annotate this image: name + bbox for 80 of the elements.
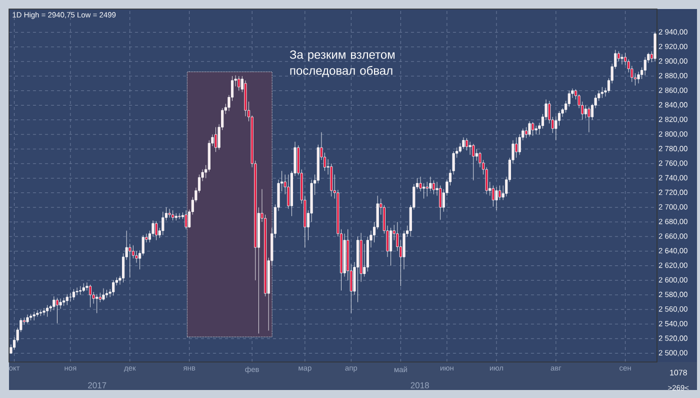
candlestick	[214, 126, 218, 152]
candlestick	[492, 185, 494, 207]
candlestick	[76, 287, 78, 296]
candlestick	[402, 230, 406, 270]
candlestick	[39, 310, 42, 316]
candlestick	[532, 122, 534, 136]
candlestick	[366, 236, 369, 272]
candlestick	[528, 121, 531, 137]
candlestick	[155, 221, 158, 240]
candlestick	[174, 212, 178, 221]
candlestick	[495, 186, 498, 211]
candlestick	[96, 294, 98, 314]
candlestick	[644, 56, 646, 76]
candlestick	[518, 134, 521, 156]
candlestick	[172, 210, 174, 221]
candlestick	[88, 284, 92, 308]
candlestick	[561, 108, 564, 118]
candlestick	[419, 176, 422, 192]
candlestick	[558, 110, 561, 126]
candlestick	[426, 182, 428, 197]
candlestick	[356, 236, 360, 302]
candlestick	[36, 310, 39, 317]
candlestick	[59, 298, 62, 309]
candlestick	[634, 72, 636, 86]
annotation: За резким взлетом последовал обвал	[290, 50, 395, 78]
candlestick	[515, 137, 518, 158]
candlestick	[244, 80, 247, 116]
candlestick	[32, 311, 36, 321]
candlestick	[343, 233, 346, 277]
candlestick	[72, 288, 76, 300]
candlestick	[568, 90, 570, 107]
candlestick	[600, 86, 604, 98]
candlestick	[98, 292, 102, 302]
candlestick	[316, 144, 320, 184]
candlestick	[498, 185, 502, 200]
candlestick	[62, 298, 66, 306]
text: 2018	[410, 382, 429, 388]
candlestick	[584, 105, 587, 119]
candlestick	[102, 288, 105, 301]
candlestick	[462, 137, 465, 150]
candlestick	[468, 142, 472, 156]
candlestick	[168, 208, 171, 218]
candlestick	[598, 90, 600, 102]
candlestick	[42, 308, 46, 316]
candlestick	[132, 245, 134, 259]
candlestick	[46, 304, 49, 317]
candlestick	[637, 71, 640, 84]
candlestick	[422, 183, 426, 199]
candlestick	[142, 234, 144, 256]
candlestick	[66, 294, 68, 306]
candlestick	[178, 212, 181, 220]
text: 1078	[670, 370, 687, 376]
candlestick	[439, 185, 442, 220]
candlestick	[330, 163, 333, 197]
candlestick	[472, 144, 475, 181]
candlestick	[432, 180, 436, 194]
candlestick	[162, 212, 164, 236]
candlestick	[390, 228, 392, 266]
candlestick	[86, 282, 88, 291]
candlestick	[26, 314, 29, 324]
candlestick	[152, 220, 154, 237]
candlestick	[534, 125, 538, 135]
candlestick	[287, 174, 290, 210]
candlestick	[554, 116, 558, 140]
candlestick	[478, 152, 482, 168]
candlestick	[10, 344, 12, 354]
candlestick	[475, 148, 478, 161]
candlestick	[588, 106, 590, 132]
candlestick	[105, 290, 108, 298]
candlestick	[620, 54, 624, 65]
candlestick	[79, 286, 82, 296]
candlestick	[264, 214, 267, 297]
candlestick	[363, 244, 366, 277]
candlestick	[69, 292, 72, 302]
text: 2017	[88, 382, 106, 388]
candlestick	[429, 176, 432, 192]
candlestick	[56, 298, 59, 324]
candlestick	[654, 32, 656, 62]
candlestick	[30, 314, 32, 321]
candlestick	[135, 250, 138, 264]
